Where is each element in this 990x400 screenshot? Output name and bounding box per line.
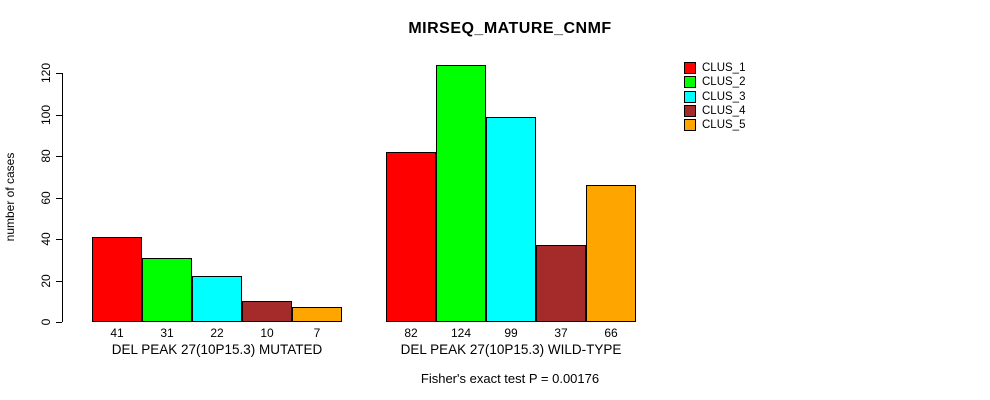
y-tick-label: 0: [39, 318, 53, 326]
y-tick-mark: [56, 73, 62, 74]
legend-label: CLUS_2: [702, 76, 746, 89]
y-tick-mark: [56, 239, 62, 240]
legend-item-clus_3: CLUS_3: [684, 90, 745, 104]
bar-value-label: 82: [404, 326, 418, 340]
bar-clus_5-group2: [586, 185, 636, 322]
legend-item-clus_2: CLUS_2: [684, 75, 745, 89]
y-tick-mark: [56, 156, 62, 157]
y-tick-label: 100: [39, 104, 53, 125]
y-tick-label: 60: [39, 190, 53, 205]
legend-item-clus_5: CLUS_5: [684, 118, 745, 132]
bar-value-label: 66: [604, 326, 618, 340]
legend-label: CLUS_3: [702, 90, 746, 103]
bar-clus_4-group2: [536, 245, 586, 322]
bar-clus_3-group2: [486, 116, 536, 322]
legend-label: CLUS_1: [702, 62, 746, 75]
y-tick-mark: [56, 197, 62, 199]
chart-title: MIRSEQ_MATURE_CNMF: [408, 20, 612, 37]
legend-label: CLUS_4: [702, 105, 746, 118]
y-tick-label: 80: [39, 149, 53, 163]
y-tick-mark: [56, 280, 62, 282]
group-label: DEL PEAK 27(10P15.3) MUTATED: [111, 342, 323, 357]
y-tick-label: 40: [39, 232, 53, 246]
y-tick-mark: [56, 322, 62, 323]
legend-swatch-icon: [684, 105, 696, 118]
y-tick-mark: [56, 114, 62, 116]
group-label: DEL PEAK 27(10P15.3) WILD-TYPE: [400, 342, 622, 357]
bar-value-label: 22: [210, 326, 224, 340]
legend-label: CLUS_5: [702, 119, 746, 132]
bar-value-label: 99: [504, 326, 518, 340]
bar-value-label: 10: [260, 326, 274, 340]
legend-item-clus_1: CLUS_1: [684, 61, 745, 75]
bar-clus_3-group1: [192, 276, 242, 322]
footnote-text: Fisher's exact test P = 0.00176: [420, 371, 600, 386]
bar-value-label: 31: [160, 326, 174, 340]
bar-value-label: 124: [450, 326, 472, 340]
bar-value-label: 37: [554, 326, 568, 340]
bar-clus_5-group1: [292, 307, 342, 322]
bar-value-label: 41: [110, 326, 124, 340]
bar-clus_2-group1: [142, 257, 192, 322]
legend-swatch-icon: [684, 62, 696, 75]
y-axis: [62, 73, 63, 322]
bar-value-label: 7: [313, 326, 321, 340]
legend-swatch-icon: [684, 119, 696, 132]
bar-clus_4-group1: [242, 301, 292, 322]
legend-item-clus_4: CLUS_4: [684, 104, 745, 118]
bar-clus_1-group1: [92, 236, 142, 322]
y-axis-label: number of cases: [3, 152, 17, 242]
legend-swatch-icon: [684, 76, 696, 89]
legend-swatch-icon: [684, 90, 696, 103]
legend: CLUS_1 CLUS_2 CLUS_3 CLUS_4 CLUS_5: [684, 61, 745, 132]
bar-clus_1-group2: [386, 151, 436, 322]
y-tick-label: 20: [39, 273, 53, 288]
bar-clus_2-group2: [436, 64, 486, 322]
y-tick-label: 120: [39, 62, 53, 84]
